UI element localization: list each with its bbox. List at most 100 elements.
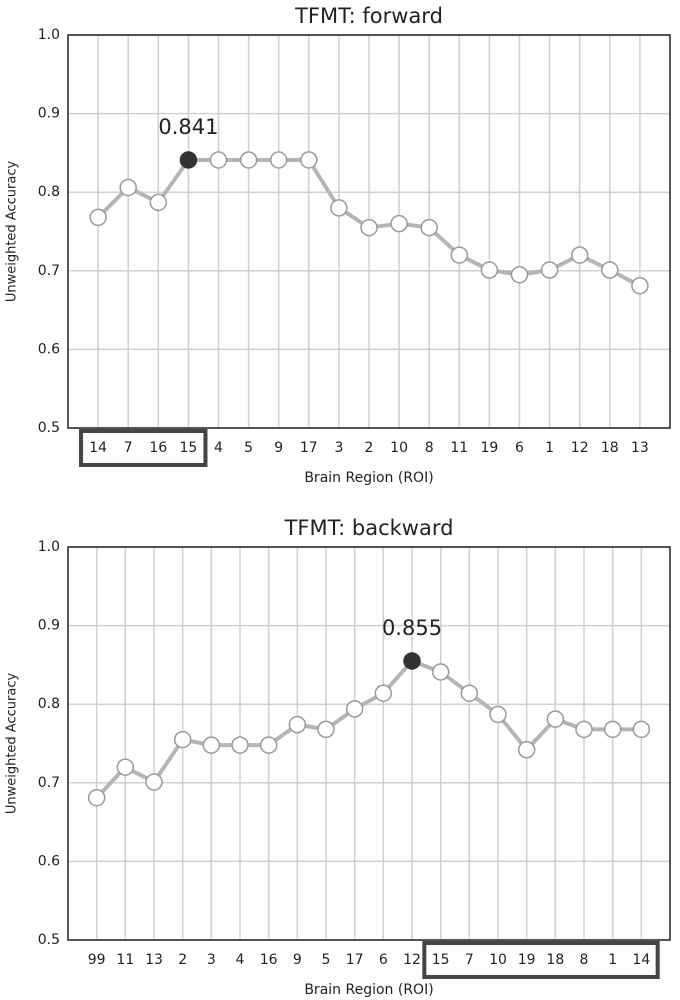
data-point xyxy=(173,730,192,749)
highlight-box xyxy=(79,429,208,467)
x-tick-label: 17 xyxy=(300,440,318,456)
x-tick-label: 12 xyxy=(571,440,589,456)
data-point xyxy=(145,773,163,791)
y-tick-label: 0.7 xyxy=(38,263,60,279)
data-point xyxy=(570,246,589,264)
x-tick-label: 4 xyxy=(214,440,223,456)
x-tick-label: 1 xyxy=(545,440,554,456)
y-tick-label: 0.5 xyxy=(38,420,60,436)
x-tick-label: 11 xyxy=(450,440,468,456)
data-point xyxy=(87,788,106,807)
axes-frame xyxy=(67,546,671,941)
data-point xyxy=(259,736,278,754)
x-tick-label: 4 xyxy=(236,952,245,968)
data-point xyxy=(209,151,228,169)
x-tick-label: 14 xyxy=(89,440,107,456)
data-point xyxy=(420,218,438,237)
data-point xyxy=(431,663,450,681)
data-point xyxy=(345,700,364,718)
data-point xyxy=(631,276,649,295)
data-point xyxy=(603,720,622,739)
data-point xyxy=(202,736,221,754)
data-point xyxy=(450,246,469,264)
data-point xyxy=(489,705,507,724)
y-tick-label: 0.7 xyxy=(38,775,60,791)
x-tick-label: 9 xyxy=(293,952,302,968)
axes-frame xyxy=(67,34,671,429)
x-tick-label: 3 xyxy=(207,952,216,968)
x-axis-label: Brain Region (ROI) xyxy=(304,470,433,486)
x-tick-label: 1 xyxy=(608,952,617,968)
x-tick-label: 9 xyxy=(274,440,283,456)
annotation: 0.855 xyxy=(382,616,442,640)
data-point xyxy=(89,208,107,227)
y-tick-label: 0.8 xyxy=(38,184,60,200)
y-tick-label: 0.8 xyxy=(38,696,60,712)
x-tick-label: 16 xyxy=(149,440,167,456)
x-tick-label: 8 xyxy=(425,440,434,456)
x-tick-label: 2 xyxy=(365,440,374,456)
x-tick-label: 19 xyxy=(518,952,536,968)
x-tick-label: 12 xyxy=(403,952,421,968)
data-point xyxy=(575,720,593,739)
x-tick-label: 5 xyxy=(322,952,331,968)
data-point xyxy=(390,214,408,233)
highlight-box xyxy=(422,941,660,979)
data-point xyxy=(460,684,479,702)
data-point xyxy=(239,151,258,169)
data-point xyxy=(300,151,318,169)
x-tick-label: 15 xyxy=(432,952,450,968)
y-tick-label: 0.6 xyxy=(38,853,60,869)
data-point xyxy=(149,193,168,212)
y-tick-label: 0.5 xyxy=(38,932,60,948)
annotation: 0.841 xyxy=(158,115,218,139)
x-tick-label: 15 xyxy=(179,440,197,456)
x-tick-label: 10 xyxy=(489,952,507,968)
data-point xyxy=(480,261,499,279)
x-tick-label: 19 xyxy=(480,440,498,456)
x-tick-label: 18 xyxy=(546,952,564,968)
data-point xyxy=(374,684,393,702)
data-point xyxy=(116,758,135,776)
data-point xyxy=(179,151,198,169)
x-tick-label: 6 xyxy=(515,440,524,456)
data-point xyxy=(632,720,651,739)
y-axis-label: Unweighted Accuracy xyxy=(5,673,20,815)
data-point xyxy=(403,652,421,670)
x-tick-label: 11 xyxy=(116,952,134,968)
x-tick-label: 13 xyxy=(631,440,649,456)
x-tick-label: 5 xyxy=(244,440,253,456)
x-tick-label: 14 xyxy=(632,952,650,968)
chart-title: TFMT: backward xyxy=(284,516,454,540)
x-tick-label: 10 xyxy=(390,440,408,456)
y-tick-label: 0.9 xyxy=(38,618,60,634)
data-point xyxy=(317,720,335,739)
data-point xyxy=(510,265,529,284)
y-tick-label: 0.9 xyxy=(38,106,60,122)
x-tick-label: 99 xyxy=(88,952,106,968)
y-tick-label: 1.0 xyxy=(38,27,60,43)
data-point xyxy=(231,736,249,754)
data-point xyxy=(517,741,536,759)
x-tick-label: 17 xyxy=(346,952,364,968)
data-point xyxy=(119,178,137,197)
chart-title: TFMT: forward xyxy=(294,4,443,28)
data-point xyxy=(288,715,307,734)
y-tick-label: 0.6 xyxy=(38,341,60,357)
x-tick-label: 2 xyxy=(178,952,187,968)
x-tick-label: 6 xyxy=(379,952,388,968)
x-tick-label: 18 xyxy=(601,440,619,456)
x-tick-label: 13 xyxy=(145,952,163,968)
x-tick-label: 16 xyxy=(260,952,278,968)
x-axis-label: Brain Region (ROI) xyxy=(304,982,433,998)
x-tick-label: 7 xyxy=(465,952,474,968)
x-tick-label: 7 xyxy=(124,440,133,456)
data-line xyxy=(95,658,642,800)
y-tick-label: 1.0 xyxy=(38,539,60,555)
data-point xyxy=(546,710,565,728)
data-point xyxy=(540,261,559,279)
x-tick-label: 8 xyxy=(580,952,589,968)
data-point xyxy=(360,218,378,237)
data-point xyxy=(601,261,619,279)
